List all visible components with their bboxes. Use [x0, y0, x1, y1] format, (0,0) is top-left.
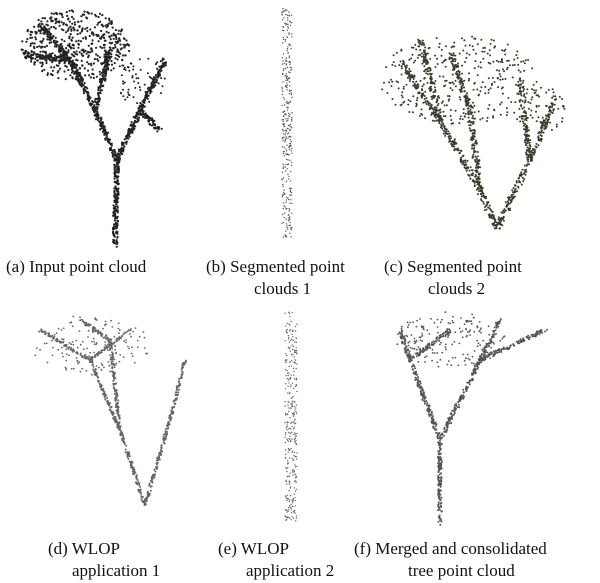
caption-line: tree point cloud: [408, 561, 515, 580]
caption: (b) Segmented point: [206, 256, 345, 278]
caption-line: clouds 2: [428, 279, 485, 298]
caption-line: (b) Segmented point: [206, 257, 345, 276]
tree-a: [21, 9, 168, 247]
strip-b: [281, 8, 292, 238]
caption: (d) WLOP: [48, 538, 120, 560]
caption-line: application 1: [72, 561, 160, 580]
caption-line: application 2: [246, 561, 334, 580]
figure: (a) Input point cloud (b) Segmented poin…: [0, 0, 600, 583]
tree-c: [381, 36, 565, 230]
caption: (a) Input point cloud: [6, 256, 146, 278]
caption: tree point cloud: [408, 560, 515, 582]
caption: (e) WLOP: [218, 538, 289, 560]
strip-e: [284, 312, 297, 522]
caption: (f) Merged and consolidated: [354, 538, 547, 560]
caption-line: (c) Segmented point: [384, 257, 522, 276]
caption-line: (a) Input point cloud: [6, 257, 146, 276]
caption: clouds 1: [254, 278, 311, 300]
caption: application 2: [246, 560, 334, 582]
caption-line: (d) WLOP: [48, 539, 120, 558]
caption-line: clouds 1: [254, 279, 311, 298]
tree-d: [34, 316, 187, 507]
caption: application 1: [72, 560, 160, 582]
caption: (c) Segmented point: [384, 256, 522, 278]
caption: clouds 2: [428, 278, 485, 300]
caption-line: (f) Merged and consolidated: [354, 539, 547, 558]
tree-f: [397, 311, 549, 525]
caption-line: (e) WLOP: [218, 539, 289, 558]
